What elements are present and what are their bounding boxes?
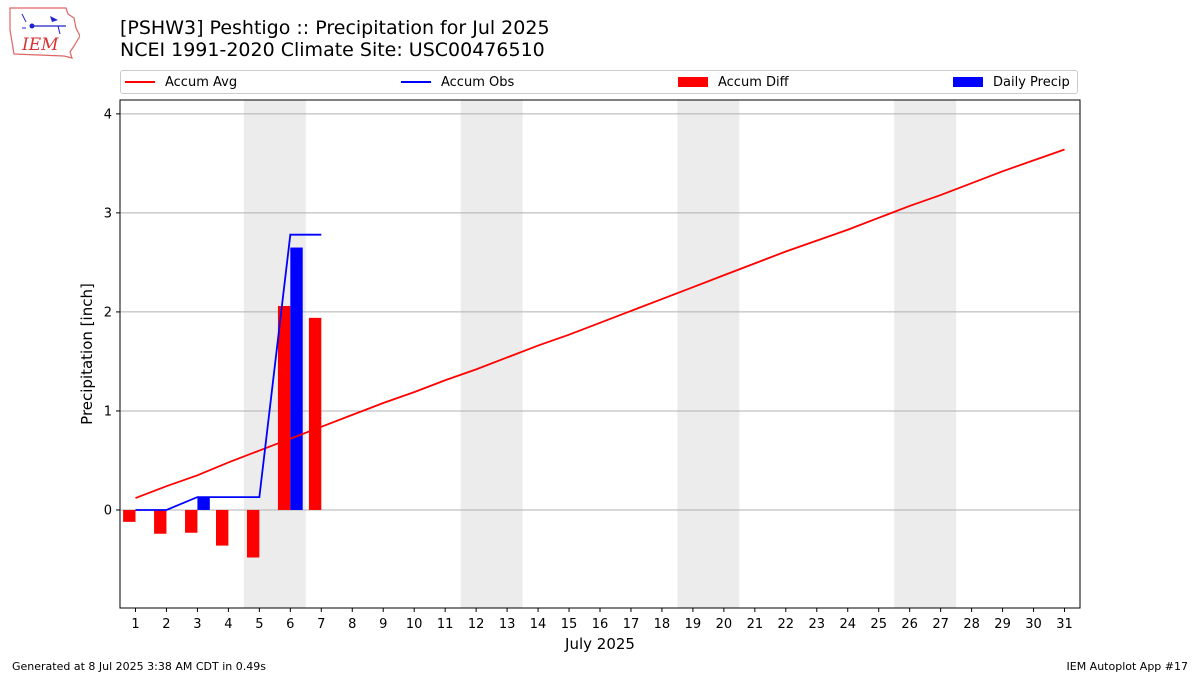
- accum-obs-line: [135, 233, 322, 511]
- legend-label-accum-avg: Accum Avg: [165, 74, 238, 90]
- y-tick-label-0: 0: [104, 503, 112, 518]
- legend-swatch-daily-precip: [953, 77, 983, 87]
- x-tick-label-26: 26: [901, 617, 918, 632]
- daily-precip-bar-day-6: [290, 247, 303, 510]
- x-tick-label-20: 20: [716, 617, 733, 632]
- y-tick-label-2: 2: [104, 305, 112, 320]
- legend-label-daily-precip: Daily Precip: [993, 74, 1070, 90]
- x-tick-label-16: 16: [592, 617, 609, 632]
- x-tick-label-25: 25: [870, 617, 887, 632]
- x-tick-label-7: 7: [317, 617, 325, 632]
- y-tick-label-1: 1: [104, 404, 112, 419]
- weekend-shade-3: [677, 100, 740, 608]
- x-tick-label-23: 23: [809, 617, 826, 632]
- y-axis-label: Precipitation [inch]: [78, 283, 96, 425]
- x-tick-label-10: 10: [406, 617, 423, 632]
- accum-diff-bar-day-6: [277, 305, 291, 510]
- x-tick-label-5: 5: [255, 617, 263, 632]
- legend-swatch-accum-obs: [401, 81, 431, 83]
- x-tick-label-28: 28: [963, 617, 980, 632]
- legend-label-accum-diff: Accum Diff: [718, 74, 789, 90]
- legend-swatch-accum-avg: [125, 81, 155, 83]
- x-tick-label-19: 19: [685, 617, 702, 632]
- x-tick-label-6: 6: [286, 617, 294, 632]
- x-tick-label-22: 22: [778, 617, 795, 632]
- x-tick-label-13: 13: [499, 617, 516, 632]
- daily-precip-bar-day-3: [197, 497, 210, 510]
- legend: Accum Avg Accum Obs Accum Diff Daily Pre…: [120, 70, 1078, 94]
- legend-label-accum-obs: Accum Obs: [441, 74, 515, 90]
- footer-app: IEM Autoplot App #17: [1066, 660, 1189, 673]
- weekend-shade-2: [460, 100, 523, 608]
- x-tick-label-27: 27: [932, 617, 949, 632]
- legend-item-daily-precip: Daily Precip: [953, 71, 1070, 93]
- x-tick-label-24: 24: [839, 617, 856, 632]
- accum-diff-bar-day-3: [185, 509, 198, 533]
- x-tick-label-2: 2: [162, 617, 170, 632]
- chart-subtitle: NCEI 1991-2020 Climate Site: USC00476510: [120, 39, 545, 61]
- x-tick-label-9: 9: [379, 617, 387, 632]
- logo-text: IEM: [21, 35, 59, 55]
- x-tick-label-30: 30: [1025, 617, 1042, 632]
- footer-generated: Generated at 8 Jul 2025 3:38 AM CDT in 0…: [12, 660, 266, 673]
- x-tick-label-14: 14: [530, 617, 547, 632]
- x-tick-label-21: 21: [747, 617, 764, 632]
- x-tick-label-3: 3: [193, 617, 201, 632]
- x-tick-label-4: 4: [224, 617, 232, 632]
- accum-diff-bar-day-7: [308, 317, 322, 510]
- x-axis-label: July 2025: [564, 635, 635, 653]
- accum-diff-bar-day-5: [246, 509, 260, 558]
- x-tick-label-1: 1: [131, 617, 139, 632]
- x-tick-label-15: 15: [561, 617, 578, 632]
- x-tick-label-29: 29: [994, 617, 1011, 632]
- accum-diff-bar-day-2: [154, 509, 167, 534]
- accum-diff-bar-day-4: [216, 509, 229, 546]
- x-tick-label-12: 12: [468, 617, 485, 632]
- legend-item-accum-diff: Accum Diff: [678, 71, 789, 93]
- weekend-shade-4: [894, 100, 957, 608]
- y-tick-label-4: 4: [104, 107, 112, 122]
- x-tick-label-11: 11: [437, 617, 454, 632]
- x-tick-label-31: 31: [1056, 617, 1073, 632]
- legend-item-accum-obs: Accum Obs: [401, 71, 514, 93]
- accum-diff-bar-day-1: [123, 509, 136, 522]
- x-tick-label-18: 18: [654, 617, 671, 632]
- y-tick-label-3: 3: [104, 206, 112, 221]
- legend-item-accum-avg: Accum Avg: [125, 71, 237, 93]
- chart-title: [PSHW3] Peshtigo :: Precipitation for Ju…: [120, 17, 550, 39]
- x-tick-label-17: 17: [623, 617, 640, 632]
- iem-logo: IEM: [9, 7, 80, 59]
- legend-swatch-accum-diff: [678, 77, 708, 87]
- x-tick-label-8: 8: [348, 617, 356, 632]
- accum-avg-line: [135, 148, 1065, 499]
